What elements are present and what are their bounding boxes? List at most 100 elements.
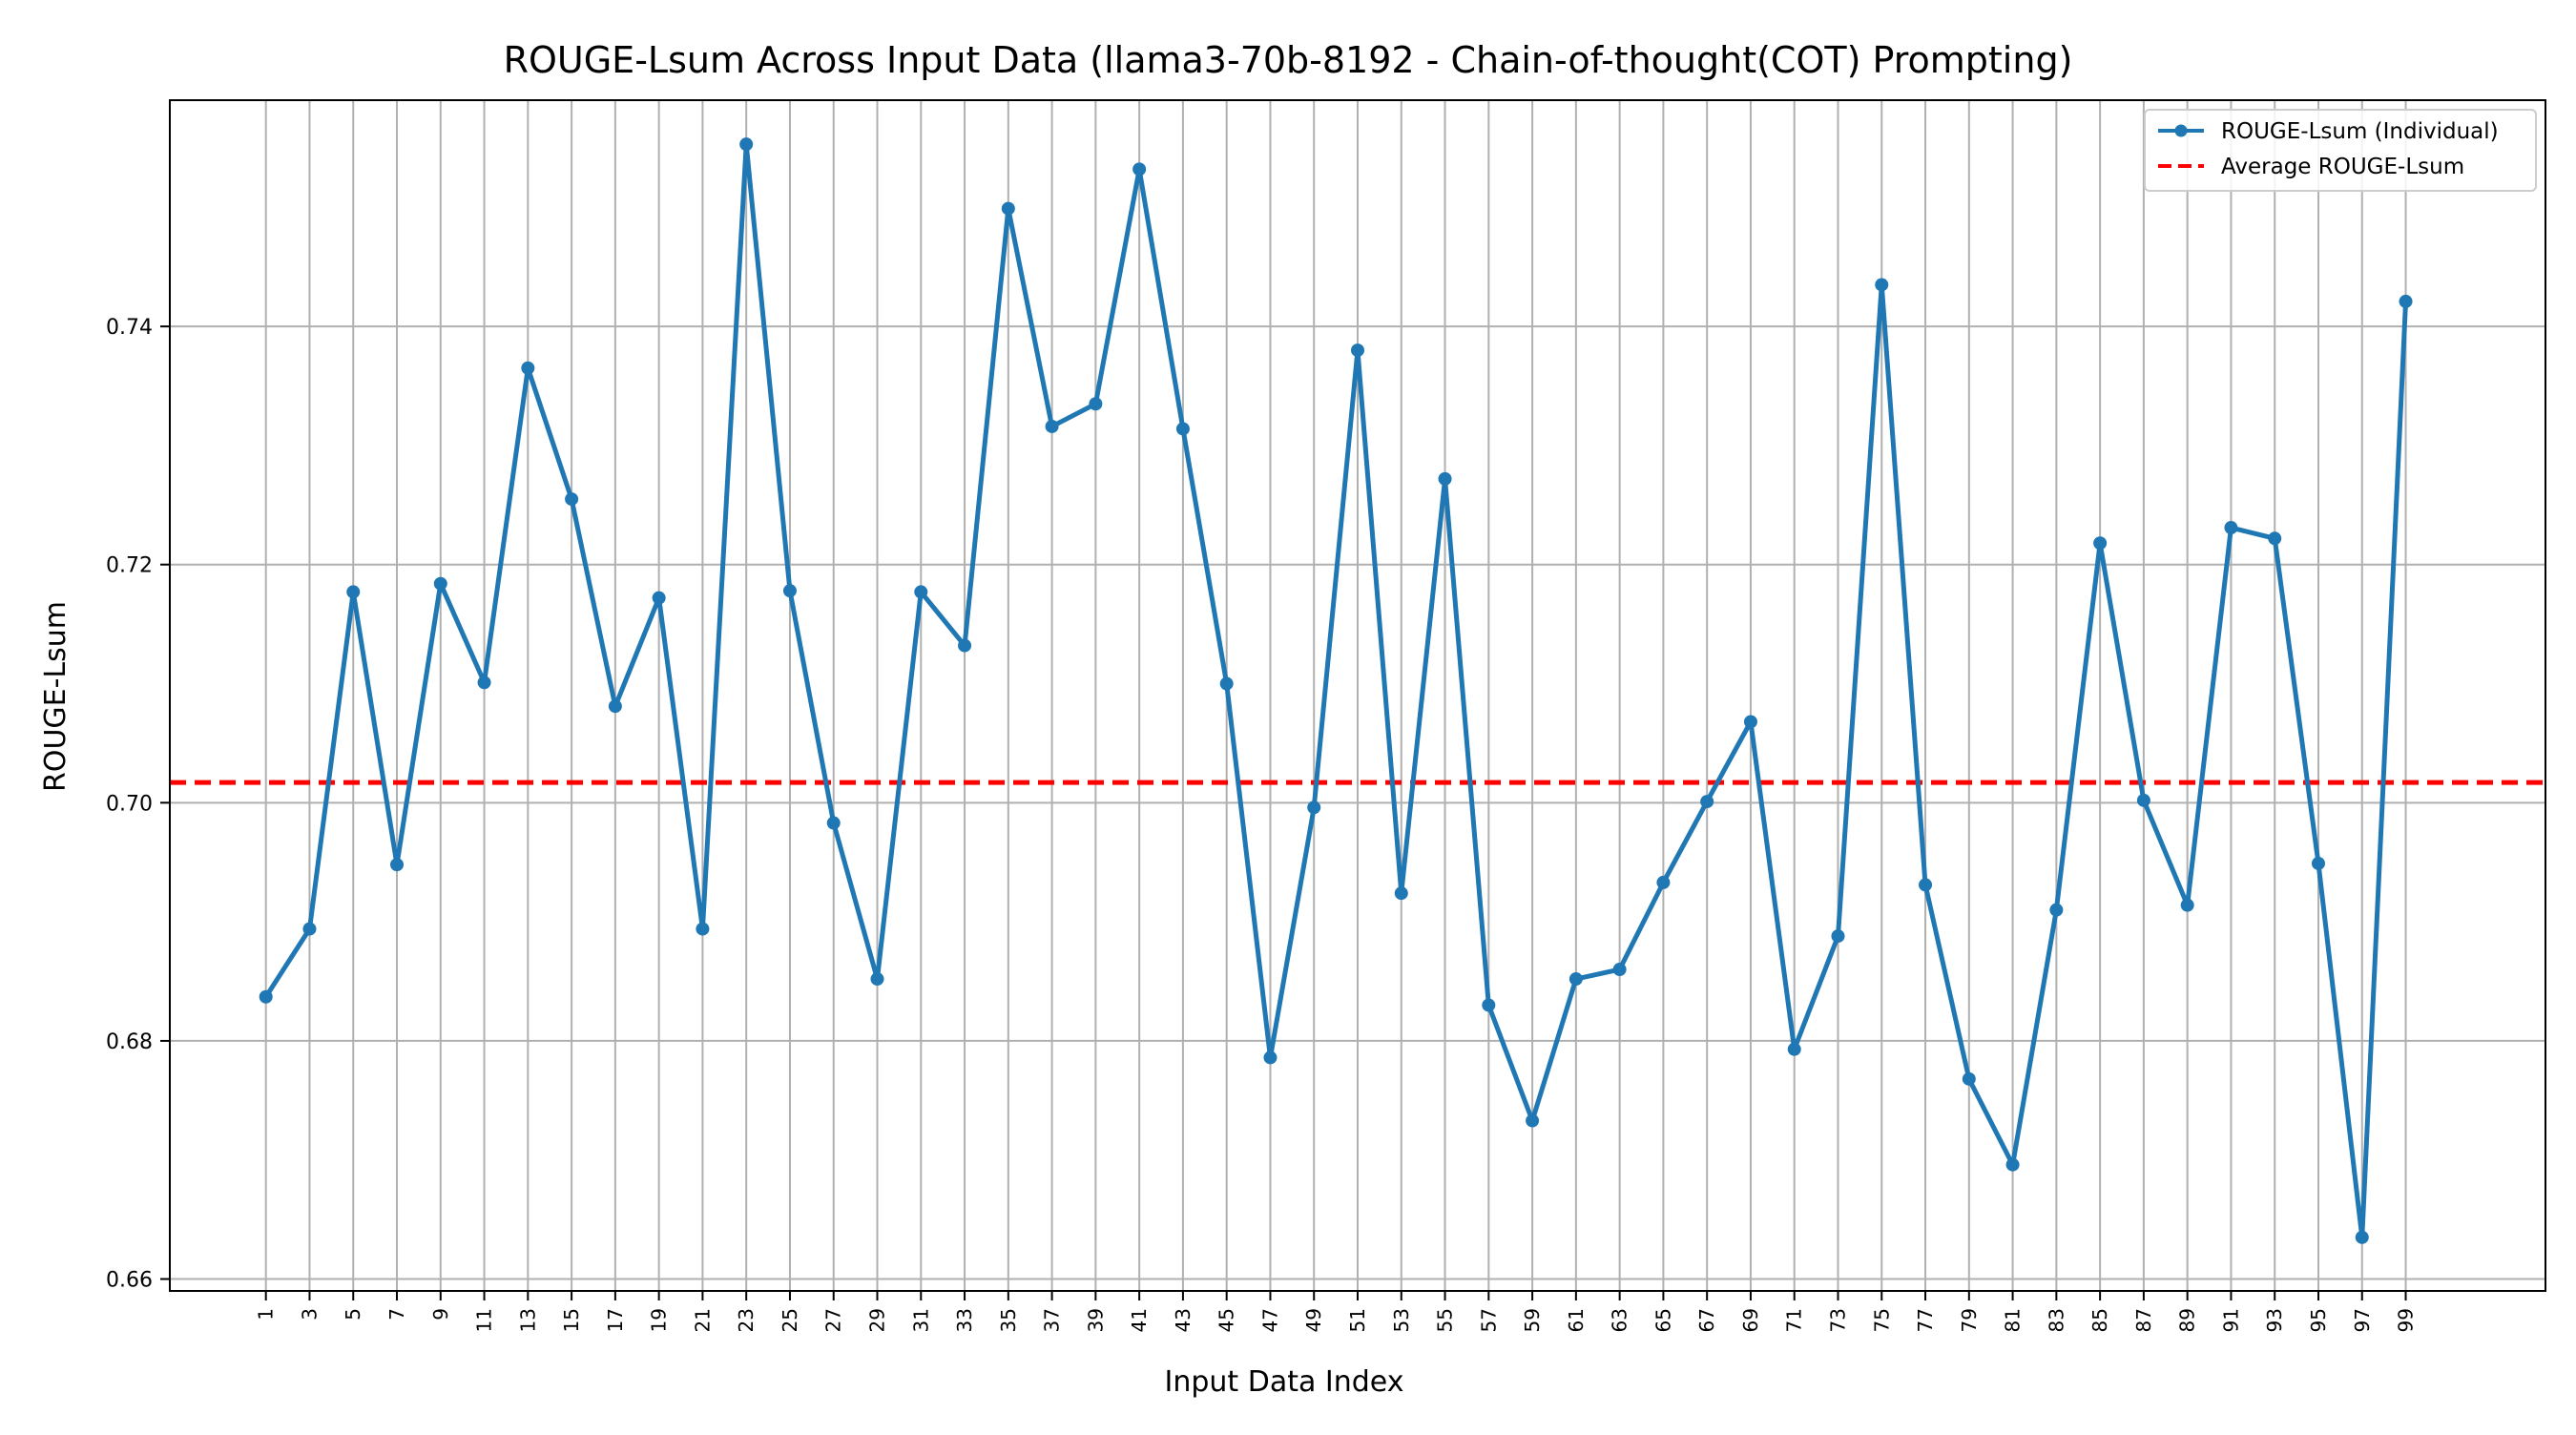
y-tick-label: 0.70 <box>106 792 153 816</box>
x-tick-label: 1 <box>255 1308 278 1321</box>
data-point <box>1875 278 1889 292</box>
data-point <box>1962 1071 1976 1086</box>
data-point <box>2355 1230 2369 1244</box>
legend-label-average: Average ROUGE-Lsum <box>2221 155 2464 179</box>
x-tick-label: 47 <box>1258 1308 1281 1332</box>
data-point <box>565 492 579 507</box>
data-point <box>2224 521 2238 535</box>
data-point <box>1612 963 1627 977</box>
legend-label-individual: ROUGE-Lsum (Individual) <box>2221 119 2499 144</box>
data-point <box>346 585 361 599</box>
data-point <box>1132 162 1147 177</box>
data-point <box>2311 856 2325 870</box>
x-axis-ticks: 1 3 5 7 9 11 13 15 17 19 21 23 25 27 29 31 33 35 37 39 41 43 4… <box>255 1291 2418 1332</box>
x-tick-label: 37 <box>1041 1308 1064 1332</box>
x-tick-label: 83 <box>2045 1308 2067 1332</box>
data-point <box>1351 343 1364 358</box>
data-point <box>652 591 666 605</box>
x-tick-label: 89 <box>2176 1308 2199 1332</box>
data-point <box>1831 929 1845 944</box>
y-axis-label: ROUGE-Lsum <box>39 601 73 792</box>
x-tick-label: 75 <box>1870 1308 1893 1332</box>
x-tick-label: 31 <box>909 1308 932 1332</box>
x-tick-label: 71 <box>1783 1308 1806 1332</box>
data-point <box>1787 1042 1801 1056</box>
x-tick-label: 77 <box>1914 1308 1937 1332</box>
data-point <box>1438 471 1452 486</box>
data-point <box>1482 998 1496 1012</box>
data-point <box>1700 795 1714 809</box>
data-point <box>958 638 972 653</box>
grid-lines <box>170 100 2545 1291</box>
x-tick-label: 21 <box>691 1308 714 1332</box>
x-tick-label: 67 <box>1695 1308 1718 1332</box>
x-tick-label: 29 <box>866 1308 889 1332</box>
x-tick-label: 51 <box>1346 1308 1369 1332</box>
data-point <box>608 699 622 714</box>
legend-box <box>2144 109 2537 192</box>
x-tick-label: 43 <box>1172 1308 1195 1332</box>
x-tick-label: 55 <box>1434 1308 1457 1332</box>
data-point <box>521 361 535 375</box>
x-tick-label: 9 <box>429 1308 452 1321</box>
data-point <box>914 585 928 599</box>
x-tick-label: 5 <box>342 1308 364 1321</box>
x-tick-label: 25 <box>779 1308 801 1332</box>
data-point <box>1568 972 1583 987</box>
x-tick-label: 63 <box>1609 1308 1631 1332</box>
data-point <box>1219 676 1234 691</box>
data-point <box>826 816 841 830</box>
y-tick-label: 0.72 <box>106 554 153 578</box>
data-point <box>1001 201 1015 216</box>
x-tick-label: 19 <box>648 1308 671 1332</box>
data-point <box>1175 422 1190 436</box>
x-tick-label: 73 <box>1826 1308 1849 1332</box>
x-tick-label: 79 <box>1958 1308 1981 1332</box>
x-tick-label: 27 <box>822 1308 845 1332</box>
data-point <box>739 137 754 152</box>
data-point <box>1089 397 1103 411</box>
x-tick-label: 81 <box>2002 1308 2025 1332</box>
y-tick-label: 0.66 <box>106 1269 153 1293</box>
data-point <box>433 576 447 591</box>
x-tick-label: 49 <box>1302 1308 1325 1332</box>
data-point <box>2136 793 2150 807</box>
y-tick-label: 0.74 <box>106 316 153 340</box>
x-tick-label: 53 <box>1390 1308 1413 1332</box>
x-tick-label: 3 <box>298 1308 321 1321</box>
x-tick-label: 15 <box>560 1308 583 1332</box>
x-tick-label: 85 <box>2088 1308 2111 1332</box>
legend-marker-individual <box>2174 124 2188 137</box>
data-point <box>1919 878 1933 892</box>
x-tick-label: 11 <box>473 1308 496 1332</box>
x-tick-label: 91 <box>2219 1308 2242 1332</box>
x-tick-label: 17 <box>604 1308 627 1332</box>
series-layer <box>259 137 2413 1244</box>
chart-title: ROUGE-Lsum Across Input Data (llama3-70b… <box>504 39 2073 81</box>
data-point <box>302 922 317 936</box>
x-tick-label: 39 <box>1084 1308 1107 1332</box>
x-tick-label: 87 <box>2132 1308 2155 1332</box>
data-point <box>2399 294 2413 308</box>
data-point <box>477 676 491 690</box>
data-point <box>1743 715 1757 729</box>
data-point <box>782 584 797 598</box>
x-tick-label: 99 <box>2395 1308 2418 1332</box>
data-point <box>1656 875 1671 889</box>
x-tick-label: 23 <box>735 1308 758 1332</box>
data-point <box>2093 536 2108 551</box>
data-point <box>2268 531 2282 546</box>
data-point <box>1394 886 1408 901</box>
data-point <box>2005 1157 2020 1172</box>
y-axis-ticks: 0.66 0.68 0.70 0.72 0.74 <box>106 316 170 1293</box>
x-tick-label: 69 <box>1739 1308 1762 1332</box>
x-tick-label: 33 <box>953 1308 976 1332</box>
data-point <box>1307 801 1321 815</box>
data-point <box>1045 419 1059 433</box>
x-tick-label: 35 <box>997 1308 1020 1332</box>
data-point <box>870 972 884 987</box>
data-point <box>2049 903 2064 917</box>
